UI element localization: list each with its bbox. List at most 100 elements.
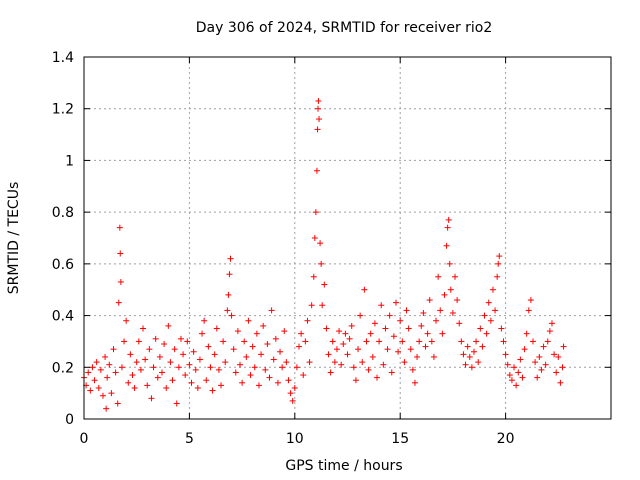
data-point xyxy=(401,359,408,366)
data-point xyxy=(97,366,104,373)
data-point xyxy=(186,361,193,368)
data-point xyxy=(466,353,473,360)
data-point xyxy=(125,379,132,386)
data-point xyxy=(452,273,459,280)
data-point xyxy=(232,369,239,376)
data-point xyxy=(342,330,349,337)
data-point xyxy=(346,335,353,342)
data-point xyxy=(449,309,456,316)
data-point xyxy=(317,240,324,247)
data-point xyxy=(203,377,210,384)
data-point xyxy=(102,353,109,360)
data-point xyxy=(376,338,383,345)
data-point xyxy=(316,116,323,123)
data-point xyxy=(405,325,412,332)
data-point xyxy=(546,328,553,335)
data-point xyxy=(118,364,125,371)
y-tick-label: 0.2 xyxy=(52,360,74,376)
data-point xyxy=(123,317,130,324)
data-point xyxy=(169,377,176,384)
data-point xyxy=(154,374,161,381)
data-point xyxy=(274,379,281,386)
data-point xyxy=(312,209,319,216)
data-point xyxy=(357,312,364,319)
data-point xyxy=(95,384,102,391)
data-point xyxy=(519,374,526,381)
data-point xyxy=(380,361,387,368)
data-point xyxy=(498,325,505,332)
data-point xyxy=(551,351,558,358)
y-axis-label: SRMTID / TECUs xyxy=(6,182,22,295)
data-point xyxy=(424,330,431,337)
x-tick-label: 10 xyxy=(286,431,304,447)
y-tick-label: 1 xyxy=(65,153,74,169)
data-point xyxy=(500,338,507,345)
y-tick-label: 1.4 xyxy=(52,50,74,66)
data-point xyxy=(367,330,374,337)
data-points xyxy=(81,97,567,412)
data-point xyxy=(264,341,271,348)
data-point xyxy=(403,307,410,314)
data-point xyxy=(220,338,227,345)
data-point xyxy=(344,351,351,358)
data-point xyxy=(163,384,170,391)
data-point xyxy=(194,384,201,391)
data-point xyxy=(253,330,260,337)
data-point xyxy=(268,307,275,314)
data-point xyxy=(314,105,321,112)
data-point xyxy=(296,343,303,350)
data-point xyxy=(262,366,269,373)
data-point xyxy=(167,359,174,366)
data-point xyxy=(439,330,446,337)
data-point xyxy=(306,359,313,366)
data-point xyxy=(443,242,450,249)
data-point xyxy=(114,400,121,407)
data-point xyxy=(350,364,357,371)
data-point xyxy=(420,309,427,316)
data-point xyxy=(508,377,515,384)
data-point xyxy=(319,302,326,309)
data-point xyxy=(249,343,256,350)
data-point xyxy=(483,330,490,337)
y-tick-label: 0 xyxy=(65,412,74,428)
data-point xyxy=(555,353,562,360)
data-point xyxy=(108,390,115,397)
data-point xyxy=(407,346,414,353)
data-point xyxy=(112,369,119,376)
data-point xyxy=(435,273,442,280)
data-point xyxy=(352,377,359,384)
data-point xyxy=(209,387,216,394)
data-point xyxy=(428,338,435,345)
data-point xyxy=(228,312,235,319)
data-point xyxy=(325,351,332,358)
data-point xyxy=(150,364,157,371)
data-point xyxy=(441,291,448,298)
data-point xyxy=(492,307,499,314)
data-point xyxy=(146,346,153,353)
data-point xyxy=(511,364,518,371)
data-point xyxy=(446,260,453,267)
data-point xyxy=(544,338,551,345)
data-point xyxy=(171,346,178,353)
data-point xyxy=(272,335,279,342)
data-point xyxy=(416,338,423,345)
data-point xyxy=(384,346,391,353)
data-point xyxy=(300,372,307,379)
data-point xyxy=(525,307,532,314)
data-point xyxy=(378,302,385,309)
data-point xyxy=(144,382,151,389)
data-point xyxy=(395,348,402,355)
data-point xyxy=(560,343,567,350)
data-point xyxy=(308,302,315,309)
data-point xyxy=(477,325,484,332)
data-point xyxy=(559,364,566,371)
data-point xyxy=(426,297,433,304)
data-point xyxy=(89,364,96,371)
data-point xyxy=(361,286,368,293)
data-point xyxy=(470,348,477,355)
data-point xyxy=(338,361,345,368)
data-point xyxy=(458,338,465,345)
data-point xyxy=(135,338,142,345)
data-point xyxy=(266,374,273,381)
